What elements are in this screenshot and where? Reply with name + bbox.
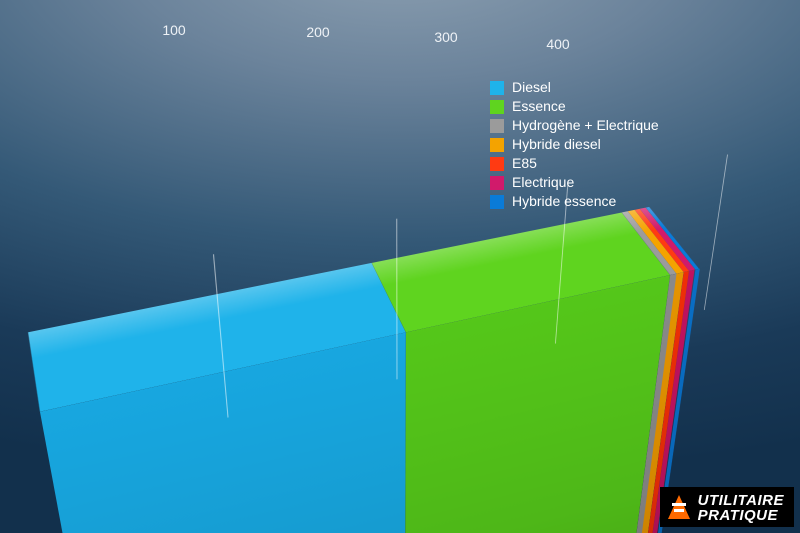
legend-item: E85 (490, 154, 659, 173)
chart-stage: 100200300400 DieselEssenceHydrogène + El… (0, 0, 800, 533)
legend-swatch (490, 176, 504, 190)
legend-label: Diesel (512, 78, 551, 97)
watermark: UTILITAIRE PRATIQUE (660, 487, 794, 527)
legend-label: Electrique (512, 173, 574, 192)
legend-swatch (490, 81, 504, 95)
legend-label: Hybride diesel (512, 135, 601, 154)
legend-swatch (490, 195, 504, 209)
legend-item: Hybride diesel (490, 135, 659, 154)
legend-label: Hybride essence (512, 192, 616, 211)
grid-line (704, 154, 728, 310)
legend-item: Electrique (490, 173, 659, 192)
cone-icon (668, 495, 690, 519)
legend-label: E85 (512, 154, 537, 173)
legend-item: Essence (490, 97, 659, 116)
legend-item: Diesel (490, 78, 659, 97)
legend-item: Hydrogène + Electrique (490, 116, 659, 135)
legend-label: Essence (512, 97, 566, 116)
watermark-line1: UTILITAIRE (698, 493, 784, 508)
legend: DieselEssenceHydrogène + ElectriqueHybri… (490, 78, 659, 211)
legend-swatch (490, 157, 504, 171)
grid-line (396, 218, 397, 379)
legend-swatch (490, 100, 504, 114)
legend-label: Hydrogène + Electrique (512, 116, 659, 135)
watermark-line2: PRATIQUE (698, 508, 784, 523)
legend-swatch (490, 138, 504, 152)
scene-3d (0, 0, 800, 533)
legend-item: Hybride essence (490, 192, 659, 211)
legend-swatch (490, 119, 504, 133)
